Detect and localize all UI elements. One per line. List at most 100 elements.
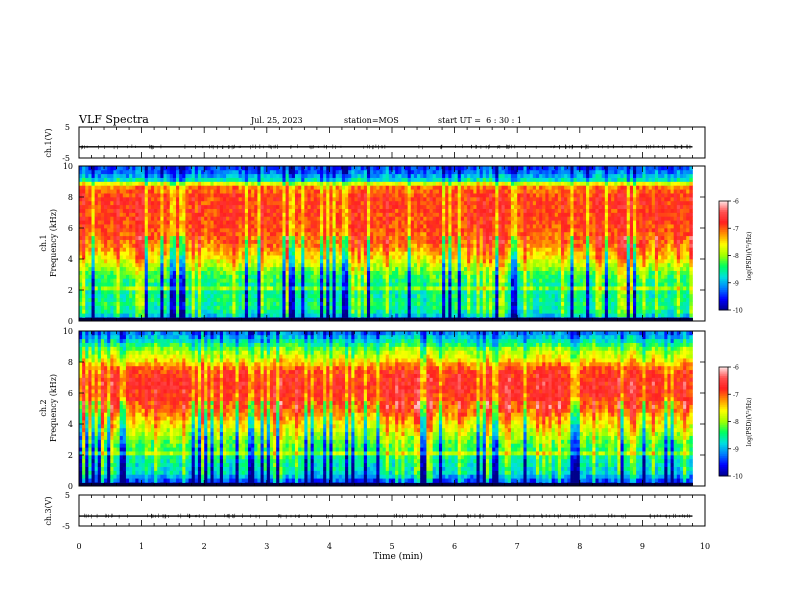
spectrogram-cell [326, 205, 329, 209]
spectrogram-cell [113, 197, 116, 201]
spectrogram-cell [142, 313, 145, 317]
spectrogram-cell [386, 213, 389, 217]
spectrogram-cell [251, 255, 254, 259]
spectrogram-cell [439, 255, 442, 259]
spectrogram-cell [442, 294, 445, 298]
spectrogram-cell [336, 189, 339, 193]
spectrogram-cell [298, 189, 301, 193]
spectrogram-cell [345, 255, 348, 259]
spectrogram-cell [176, 189, 179, 193]
spectrogram-cell [95, 263, 98, 267]
spectrogram-cell [395, 309, 398, 313]
spectrogram-cell [292, 174, 295, 178]
spectrogram-cell [448, 282, 451, 286]
spectrogram-cell [411, 205, 414, 209]
spectrogram-cell [164, 174, 167, 178]
spectrogram-cell [160, 213, 163, 217]
spectrogram-cell [210, 174, 213, 178]
spectrogram-cell [135, 294, 138, 298]
spectrogram-cell [270, 278, 273, 282]
spectrogram-cell [138, 193, 141, 197]
spectrogram-cell [242, 170, 245, 174]
spectrogram-cell [210, 282, 213, 286]
spectrogram-cell [104, 213, 107, 217]
spectrogram-cell [392, 251, 395, 255]
spectrogram-cell [120, 205, 123, 209]
spectrogram-cell [448, 286, 451, 290]
spectrogram-cell [314, 275, 317, 279]
spectrogram-cell [167, 170, 170, 174]
spectrogram-cell [267, 294, 270, 298]
spectrogram-cell [95, 240, 98, 244]
spectrogram-cell [430, 201, 433, 205]
spectrogram-cell [376, 290, 379, 294]
spectrogram-cell [173, 251, 176, 255]
spectrogram-cell [251, 271, 254, 275]
spectrogram-cell [154, 306, 157, 310]
spectrogram-cell [370, 185, 373, 189]
spectrogram-cell [185, 170, 188, 174]
spectrogram-cell [182, 306, 185, 310]
spectrogram-cell [414, 213, 417, 217]
spectrogram-cell [392, 247, 395, 251]
spectrogram-cell [195, 205, 198, 209]
spectrogram-cell [185, 236, 188, 240]
spectrogram-cell [145, 240, 148, 244]
spectrogram-cell [154, 170, 157, 174]
spectrogram-cell [79, 189, 82, 193]
spectrogram-cell [176, 306, 179, 310]
spectrogram-cell [245, 282, 248, 286]
spectrogram-cell [179, 232, 182, 236]
spectrogram-cell [376, 286, 379, 290]
spectrogram-cell [113, 236, 116, 240]
spectrogram-cell [442, 255, 445, 259]
spectrogram-cell [276, 182, 279, 186]
spectrogram-cell [323, 294, 326, 298]
spectrogram-cell [286, 251, 289, 255]
spectrogram-cell [333, 278, 336, 282]
spectrogram-cell [170, 232, 173, 236]
spectrogram-cell [329, 313, 332, 317]
spectrogram-cell [326, 275, 329, 279]
spectrogram-cell [185, 174, 188, 178]
spectrogram-cell [395, 213, 398, 217]
spectrogram-cell [98, 166, 101, 170]
spectrogram-cell [145, 294, 148, 298]
spectrogram-cell [411, 275, 414, 279]
spectrogram-cell [261, 236, 264, 240]
spectrogram-cell [442, 170, 445, 174]
spectrogram-cell [242, 220, 245, 224]
spectrogram-cell [223, 271, 226, 275]
spectrogram-cell [267, 282, 270, 286]
spectrogram-cell [295, 213, 298, 217]
spectrogram-cell [117, 178, 120, 182]
spectrogram-cell [204, 282, 207, 286]
spectrogram-cell [170, 213, 173, 217]
spectrogram-cell [276, 216, 279, 220]
spectrogram-cell [251, 244, 254, 248]
spectrogram-cell [129, 278, 132, 282]
spectrogram-cell [295, 278, 298, 282]
spectrogram-cell [117, 205, 120, 209]
spectrogram-cell [301, 240, 304, 244]
spectrogram-cell [189, 255, 192, 259]
spectrogram-cell [370, 197, 373, 201]
spectrogram-cell [101, 302, 104, 306]
spectrogram-cell [254, 298, 257, 302]
spectrogram-cell [311, 178, 314, 182]
spectrogram-cell [426, 209, 429, 213]
spectrogram-cell [295, 275, 298, 279]
spectrogram-cell [329, 224, 332, 228]
spectrogram-cell [185, 259, 188, 263]
spectrogram-cell [95, 244, 98, 248]
spectrogram-cell [88, 294, 91, 298]
spectrogram-cell [314, 255, 317, 259]
spectrogram-cell [405, 201, 408, 205]
spectrogram-cell [351, 220, 354, 224]
spectrogram-cell [348, 220, 351, 224]
spectrogram-cell [142, 185, 145, 189]
spectrogram-cell [361, 306, 364, 310]
spectrogram-cell [242, 193, 245, 197]
spectrogram-cell [138, 286, 141, 290]
spectrogram-cell [383, 185, 386, 189]
